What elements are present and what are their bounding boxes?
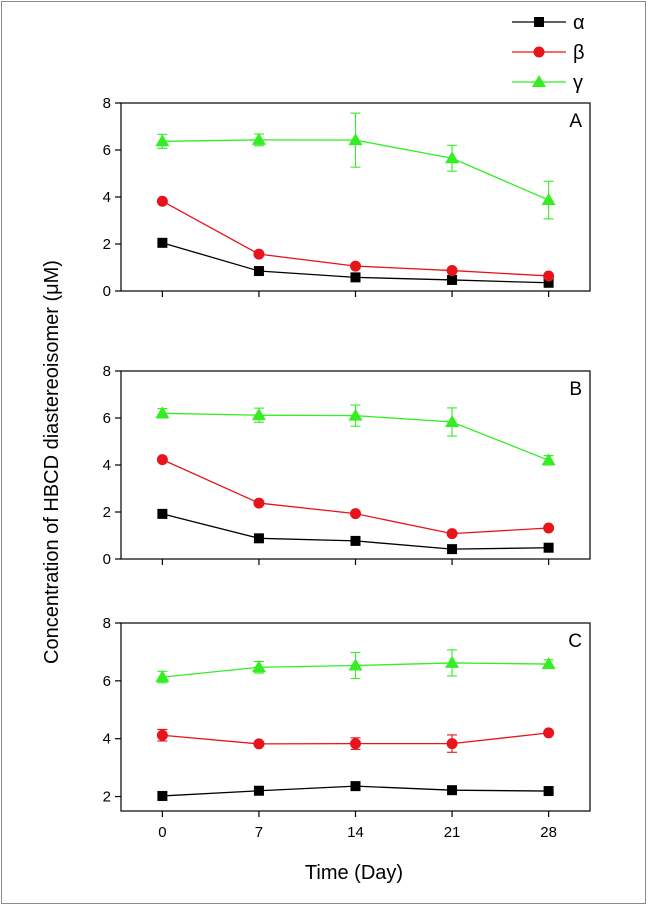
- legend-marker-1: [533, 46, 545, 58]
- data-point: [156, 454, 168, 466]
- data-point: [445, 414, 460, 427]
- legend-label-1: β: [573, 42, 585, 64]
- y-tick-label: 0: [103, 283, 111, 300]
- y-tick-label: 6: [103, 142, 111, 159]
- y-tick-label: 8: [103, 615, 111, 632]
- legend-marker-0: [534, 17, 544, 27]
- data-point: [253, 248, 265, 260]
- data-point: [253, 785, 264, 796]
- data-point: [445, 655, 460, 668]
- panel-b: 0 2 4 6 8 B: [103, 363, 591, 568]
- data-point: [253, 266, 264, 277]
- data-point: [447, 274, 458, 285]
- x-tick-label: 0: [158, 824, 166, 841]
- data-point: [446, 265, 458, 277]
- y-tick-label: 2: [103, 236, 111, 253]
- data-point: [543, 542, 554, 553]
- panel-label: B: [569, 379, 582, 400]
- series-gamma: [155, 112, 556, 220]
- series-alpha: [157, 237, 554, 288]
- x-tick-label: 21: [444, 824, 461, 841]
- data-point: [251, 132, 266, 145]
- series-gamma: [155, 649, 556, 684]
- data-point: [543, 277, 554, 288]
- data-point: [543, 786, 554, 797]
- data-point: [446, 738, 458, 750]
- panel-a: 0 2 4 6 8 A: [103, 95, 591, 300]
- plot-frame: [120, 370, 591, 560]
- data-point: [447, 544, 458, 555]
- legend-label-2: γ: [573, 72, 583, 94]
- y-tick-label: 6: [103, 673, 111, 690]
- data-point: [155, 406, 170, 419]
- panel-label: C: [568, 631, 582, 652]
- y-tick-label: 4: [103, 189, 111, 206]
- x-tick-label: 28: [540, 824, 557, 841]
- data-point: [251, 408, 266, 421]
- x-axis-title: Time (Day): [305, 862, 403, 884]
- panel-c: 2 4 6 8 0 7 14 21 28 C: [103, 615, 591, 841]
- data-point: [350, 738, 361, 750]
- data-point: [445, 151, 460, 164]
- data-point: [350, 260, 361, 272]
- series-beta: [156, 454, 555, 540]
- data-point: [350, 508, 361, 520]
- data-point: [350, 781, 361, 792]
- y-axis-title: Concentration of HBCD diastereoisomer (μ…: [41, 260, 63, 664]
- y-tick-label: 8: [103, 95, 111, 112]
- data-point: [253, 533, 264, 544]
- data-point: [541, 193, 556, 206]
- data-point: [155, 670, 170, 683]
- series-beta: [156, 195, 555, 282]
- data-point: [543, 727, 555, 739]
- y-tick-label: 2: [103, 504, 111, 521]
- data-point: [348, 133, 363, 146]
- legend-marker-2: [532, 75, 546, 87]
- data-point: [348, 408, 363, 421]
- data-point: [251, 660, 266, 673]
- data-point: [157, 508, 168, 519]
- data-point: [157, 790, 168, 801]
- data-point: [350, 535, 361, 546]
- y-tick-label: 4: [103, 457, 111, 474]
- data-point: [350, 272, 361, 283]
- series-alpha: [157, 781, 554, 801]
- y-tick-label: 0: [103, 551, 111, 568]
- legend: αβγ: [512, 12, 585, 94]
- x-tick-label: 14: [347, 824, 364, 841]
- data-point: [543, 522, 555, 534]
- y-tick-label: 4: [103, 731, 111, 748]
- data-point: [348, 658, 363, 671]
- series-line: [162, 459, 549, 535]
- data-point: [155, 134, 170, 147]
- panels: 0 2 4 6 8 A 0 2 4 6 8 B 2 4 6 8 0 7 14 21 28 C: [103, 95, 591, 841]
- series-beta: [156, 727, 555, 753]
- data-point: [446, 528, 458, 540]
- panel-label: A: [569, 111, 582, 132]
- data-point: [447, 785, 458, 796]
- data-point: [157, 237, 168, 248]
- data-point: [253, 497, 265, 509]
- x-tick-label: 7: [255, 824, 263, 841]
- data-point: [156, 729, 168, 741]
- data-point: [156, 195, 168, 207]
- series-alpha: [157, 508, 554, 555]
- data-point: [253, 738, 265, 750]
- y-tick-label: 2: [103, 789, 111, 806]
- data-point: [541, 657, 556, 670]
- series-gamma: [155, 404, 556, 466]
- y-tick-label: 8: [103, 363, 111, 380]
- data-point: [543, 270, 555, 282]
- legend-label-0: α: [573, 12, 585, 34]
- y-tick-label: 6: [103, 410, 111, 427]
- data-point: [541, 453, 556, 466]
